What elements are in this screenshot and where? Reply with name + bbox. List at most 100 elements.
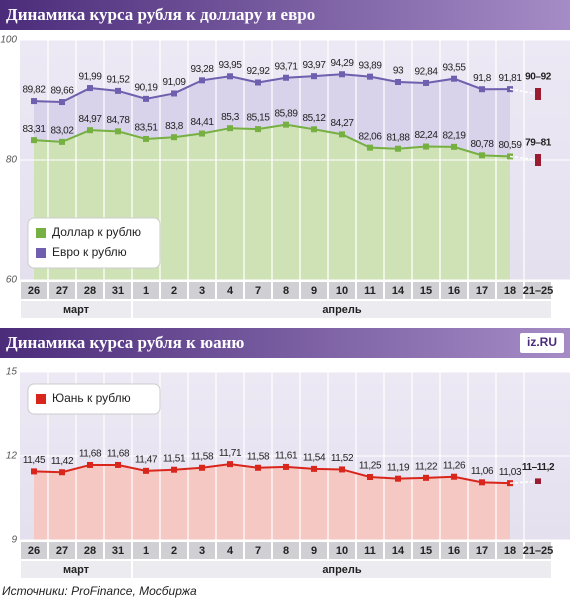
- point: [451, 473, 457, 480]
- category-cell: [217, 282, 243, 299]
- point: [115, 87, 121, 94]
- value-label: 85,12: [302, 113, 326, 124]
- value-label: 81,88: [386, 132, 410, 143]
- value-label: 93,89: [358, 60, 382, 71]
- x-tick-label: 15: [420, 285, 432, 297]
- value-label: 85,3: [221, 112, 240, 123]
- chart-title: Динамика курса рубля к доллару и евро: [6, 5, 315, 24]
- category-cell: [49, 282, 75, 299]
- point: [227, 125, 233, 132]
- value-label: 83,8: [165, 121, 184, 132]
- value-label: 11,42: [51, 456, 74, 467]
- value-label: 93,97: [302, 60, 326, 71]
- logo-box: [520, 333, 564, 353]
- category-cell: [21, 282, 47, 299]
- x-tick-label: 16: [448, 545, 460, 557]
- point: [199, 130, 205, 137]
- point: [255, 126, 261, 133]
- series-line: [33, 123, 511, 158]
- point: [367, 474, 373, 480]
- value-label: 91,99: [78, 72, 102, 83]
- value-label: 91,09: [162, 77, 186, 88]
- point: [59, 138, 65, 145]
- forecast-range: [535, 154, 541, 166]
- point: [171, 466, 177, 473]
- legend-box: [27, 217, 161, 269]
- point: [227, 73, 233, 80]
- category-cell: [385, 282, 411, 299]
- legend-label: Юань к рублю: [52, 391, 131, 405]
- x-tick-label: 3: [199, 545, 205, 557]
- value-label: 80,59: [498, 140, 522, 151]
- x-tick-label: 2: [171, 545, 177, 557]
- value-label: 91,52: [106, 75, 130, 86]
- legend-swatch: [36, 248, 46, 258]
- category-cell: [105, 542, 131, 559]
- point: [311, 73, 317, 80]
- point: [339, 71, 345, 78]
- point: [227, 461, 233, 468]
- month-cell: [21, 301, 131, 318]
- month-cell: [21, 561, 131, 578]
- value-label: 11,54: [303, 453, 326, 464]
- y-tick-label: 60: [6, 275, 18, 286]
- forecast-label: 11–11,2: [522, 462, 555, 473]
- category-cell: [413, 542, 439, 559]
- value-label: 84,78: [106, 115, 130, 126]
- y-tick-label: 80: [6, 155, 18, 166]
- x-tick-label: 4: [227, 545, 234, 557]
- category-cell: [77, 282, 103, 299]
- x-tick-label: 27: [56, 285, 68, 297]
- value-label: 89,66: [50, 86, 74, 97]
- value-label: 11,52: [331, 453, 354, 464]
- value-label: 11,58: [191, 451, 214, 462]
- title-bar: [0, 0, 570, 30]
- category-cell: [105, 282, 131, 299]
- point: [255, 464, 261, 471]
- point: [423, 143, 429, 150]
- value-label: 89,82: [22, 85, 46, 96]
- legend-swatch: [36, 228, 46, 238]
- value-label: 11,25: [359, 461, 382, 472]
- value-label: 11,58: [247, 451, 270, 462]
- series-line: [33, 73, 511, 104]
- value-label: 93,71: [274, 61, 298, 72]
- category-cell: [21, 542, 47, 559]
- y-tick-label: 15: [6, 367, 18, 378]
- category-cell: [273, 282, 299, 299]
- value-label: 82,19: [442, 131, 466, 142]
- value-label: 11,22: [415, 461, 438, 472]
- category-cell: [329, 282, 355, 299]
- point: [59, 99, 65, 106]
- month-label: март: [63, 304, 90, 316]
- category-cell: [189, 282, 215, 299]
- legend-box: [27, 383, 161, 415]
- value-label: 84,97: [78, 114, 102, 125]
- x-tick-label: 28: [84, 285, 96, 297]
- x-tick-label: 10: [336, 285, 348, 297]
- x-tick-label: 8: [283, 545, 289, 557]
- x-tick-label: 1: [143, 285, 149, 297]
- point: [31, 468, 37, 475]
- forecast-label: 79–81: [525, 138, 552, 149]
- x-tick-label: 11: [364, 285, 376, 297]
- x-tick-label: 16: [448, 285, 460, 297]
- point: [423, 474, 429, 481]
- point: [87, 85, 93, 92]
- point: [115, 461, 121, 468]
- category-cell: [189, 542, 215, 559]
- x-tick-label: 9: [311, 285, 317, 297]
- category-cell: [497, 542, 523, 559]
- category-cell: [413, 282, 439, 299]
- category-cell: [357, 282, 383, 299]
- category-cell: [245, 282, 271, 299]
- point: [87, 127, 93, 134]
- month-label: март: [63, 564, 90, 576]
- legend-label: Евро к рублю: [52, 245, 127, 259]
- x-tick-label: 21–25: [523, 285, 554, 297]
- logo: iz.RU: [527, 335, 557, 349]
- category-cell: [161, 542, 187, 559]
- point: [395, 475, 401, 482]
- title-bar: [0, 328, 570, 358]
